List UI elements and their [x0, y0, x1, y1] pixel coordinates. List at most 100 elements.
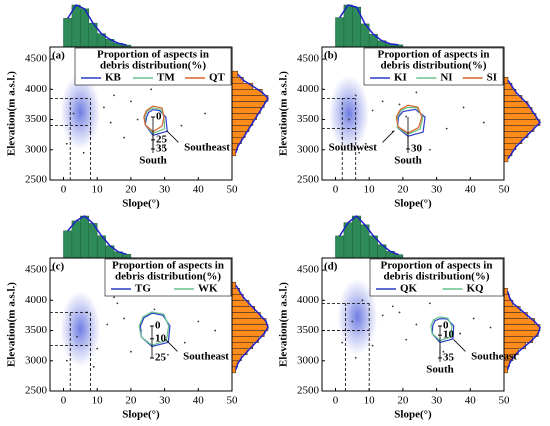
annotation-leader	[165, 339, 178, 352]
y-tick-label: 4500	[25, 53, 48, 65]
scatter-point	[113, 296, 115, 299]
right-hist-bar	[503, 131, 529, 138]
radar-tick-label: 35	[156, 143, 168, 155]
scatter-point	[116, 302, 119, 305]
scatter-point	[358, 151, 360, 154]
right-hist-bar	[231, 107, 261, 114]
y-axis-label: Elevation(m a.s.l.)	[6, 282, 18, 367]
x-tick-label: 0	[333, 184, 339, 196]
scatter-point	[214, 329, 217, 332]
x-tick-label: 40	[193, 395, 205, 407]
direction-label: South	[394, 155, 422, 167]
scatter-point	[428, 148, 431, 151]
x-tick-label: 50	[499, 395, 511, 407]
top-hist-bar	[335, 17, 345, 48]
scatter-point	[82, 151, 85, 154]
x-tick-label: 10	[92, 184, 104, 196]
scatter-point	[183, 341, 186, 344]
direction-label: Southeast	[471, 351, 517, 363]
right-kde	[235, 73, 269, 154]
right-hist-bar	[503, 318, 535, 325]
right-hist-bar	[231, 70, 238, 78]
y-tick-label: 2500	[297, 174, 320, 186]
right-hist-bar	[231, 101, 265, 108]
legend-label: QK	[400, 283, 418, 295]
scatter-point	[129, 350, 132, 353]
x-tick-label: 30	[431, 184, 443, 196]
legend-title: debris distribution(%)	[100, 60, 206, 72]
scatter-point	[150, 88, 153, 91]
x-tick-label: 10	[92, 395, 104, 407]
radar-tick-label: 25	[155, 352, 167, 364]
legend-label: QT	[209, 72, 226, 84]
x-axis-label: Slope(°)	[394, 409, 432, 421]
scatter-point	[415, 91, 418, 94]
radar-tick-label: 10	[443, 329, 455, 341]
legend-title: debris distribution(%)	[383, 271, 489, 283]
legend-label: KQ	[467, 283, 485, 295]
legend-label: KI	[394, 72, 407, 84]
legend-label: WK	[198, 283, 218, 295]
x-axis-label: Slope(°)	[122, 409, 160, 421]
x-tick-label: 40	[465, 395, 477, 407]
right-hist-bar	[231, 330, 265, 337]
x-tick-label: 10	[364, 395, 376, 407]
radar-tick-label: 25	[156, 133, 168, 145]
x-tick-label: 0	[333, 395, 339, 407]
density-blob	[328, 75, 369, 152]
scatter-point	[381, 100, 384, 103]
radar-tick-label: 10	[155, 332, 167, 344]
x-tick-label: 40	[465, 184, 477, 196]
x-tick-label: 30	[431, 395, 443, 407]
right-hist-bar	[503, 113, 537, 120]
scatter-point	[391, 305, 394, 308]
scatter-point	[354, 356, 357, 359]
scatter-point	[462, 106, 465, 109]
radar-tick-label: 35	[443, 352, 455, 364]
right-hist-bar	[231, 306, 255, 313]
annotation-leader	[382, 130, 395, 143]
direction-label: Southwest	[329, 142, 378, 154]
scatter-point	[113, 94, 115, 97]
right-hist-bar	[503, 101, 529, 108]
right-hist-bar	[231, 312, 261, 319]
scatter-point	[351, 320, 354, 323]
right-hist-bar	[503, 125, 535, 132]
scatter-point	[197, 320, 200, 323]
x-axis-label: Slope(°)	[394, 198, 432, 210]
right-hist-bar	[503, 76, 509, 84]
right-hist-bar	[231, 281, 237, 289]
right-hist-bar	[231, 95, 269, 102]
x-tick-label: 10	[364, 184, 376, 196]
scatter-point	[398, 311, 401, 314]
scatter-point	[65, 142, 68, 145]
right-hist-bar	[231, 119, 254, 126]
right-hist-bar	[231, 324, 269, 331]
scatter-point	[371, 344, 374, 347]
y-tick-label: 4500	[297, 53, 320, 65]
y-tick-label: 4000	[297, 83, 320, 95]
radar-tick-label: 0	[155, 320, 161, 332]
y-tick-label: 4500	[25, 264, 48, 276]
radar-tick-label: 30	[411, 143, 423, 155]
legend-label: TM	[157, 72, 175, 84]
scatter-point	[153, 308, 156, 311]
scatter-point	[482, 121, 485, 124]
right-hist-bar	[231, 342, 254, 349]
legend-box	[363, 47, 504, 86]
right-hist-bar	[503, 366, 508, 374]
x-tick-label: 30	[159, 395, 171, 407]
legend-title: debris distribution(%)	[115, 271, 221, 283]
top-hist-bar	[63, 230, 73, 259]
y-tick-label: 3000	[297, 354, 320, 366]
y-tick-label: 3500	[297, 324, 320, 336]
right-hist-bar	[231, 125, 250, 132]
scatter-point	[428, 302, 431, 305]
panel-label: (a)	[52, 50, 65, 62]
legend-label: KB	[105, 72, 122, 84]
y-tick-label: 2500	[25, 174, 48, 186]
scatter-point	[361, 299, 364, 302]
x-tick-label: 20	[125, 395, 137, 407]
x-tick-label: 50	[227, 184, 239, 196]
